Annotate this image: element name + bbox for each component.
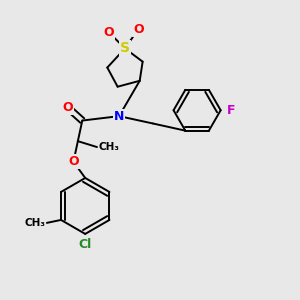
Text: O: O: [62, 101, 73, 114]
Text: CH₃: CH₃: [98, 142, 119, 152]
Text: S: S: [120, 41, 130, 56]
Text: O: O: [68, 155, 79, 168]
Text: F: F: [226, 104, 235, 117]
Text: Cl: Cl: [79, 238, 92, 251]
Text: N: N: [114, 110, 124, 123]
Text: O: O: [103, 26, 114, 39]
Text: O: O: [133, 23, 143, 36]
Text: CH₃: CH₃: [24, 218, 45, 228]
